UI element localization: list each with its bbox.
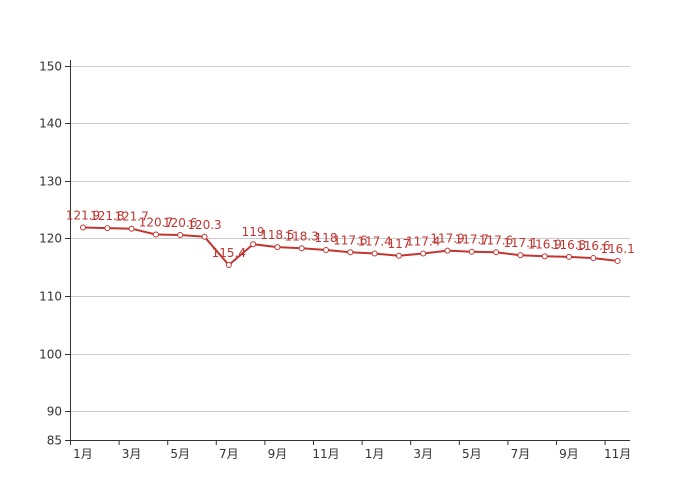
data-point — [274, 244, 281, 251]
x-tick-label: 9月 — [268, 447, 288, 461]
x-tick-label: 11月 — [604, 447, 631, 461]
data-label: 121.7 — [114, 210, 148, 224]
data-label: 118 — [315, 231, 338, 245]
x-tick-label: 11月 — [312, 447, 339, 461]
axes — [65, 60, 630, 445]
y-axis-tick-labels: 85 90 100 110 120 130 140 150 — [39, 60, 62, 448]
x-tick-label: 1月 — [365, 447, 385, 461]
y-tick-label: 110 — [39, 290, 62, 304]
y-tick-label: 100 — [39, 348, 62, 362]
data-label: 117.7 — [455, 233, 489, 247]
data-point — [128, 225, 135, 232]
data-point — [371, 250, 378, 257]
data-label: 118.3 — [285, 229, 319, 243]
data-point — [298, 245, 305, 252]
y-tick-label: 85 — [47, 434, 62, 448]
data-label: 117.4 — [406, 234, 440, 248]
x-axis-tick-labels: 1月 3月 5月 7月 9月 11月 1月 3月 5月 7月 9月 11月 — [73, 447, 631, 461]
x-tick-label: 3月 — [413, 447, 433, 461]
data-label: 120.3 — [187, 218, 221, 232]
data-label: 116.9 — [528, 237, 562, 251]
data-point — [201, 233, 208, 240]
data-point — [347, 249, 354, 256]
data-label: 117.9 — [430, 232, 464, 246]
data-point — [590, 255, 597, 262]
data-point — [420, 250, 427, 257]
data-point — [80, 224, 86, 231]
data-point — [541, 253, 548, 260]
data-point — [517, 252, 524, 259]
data-label: 118.5 — [260, 228, 294, 242]
data-point — [225, 261, 232, 268]
data-label: 120.7 — [139, 215, 173, 229]
x-tick-label: 3月 — [122, 447, 142, 461]
x-tick-label: 1月 — [73, 447, 93, 461]
series-layer — [80, 224, 621, 268]
data-label: 116.6 — [576, 239, 610, 253]
data-point — [152, 231, 159, 238]
x-tick-label: 7月 — [511, 447, 531, 461]
data-label: 116.8 — [552, 238, 586, 252]
x-tick-label: 7月 — [219, 447, 239, 461]
data-labels: 121.9121.8121.7120.7120.6120.3115.411911… — [66, 209, 635, 260]
x-tick-label: 9月 — [559, 447, 579, 461]
data-point — [614, 257, 621, 264]
data-label: 117.1 — [503, 236, 537, 250]
data-label: 121.9 — [66, 209, 100, 223]
data-point — [493, 249, 500, 256]
y-tick-label: 150 — [39, 60, 62, 74]
y-tick-label: 90 — [47, 405, 62, 419]
data-label: 120.6 — [163, 216, 197, 230]
x-tick-label: 5月 — [462, 447, 482, 461]
x-tick-label: 5月 — [170, 447, 190, 461]
y-tick-label: 140 — [39, 117, 62, 131]
data-label: 117.6 — [479, 233, 513, 247]
grid-lines — [70, 66, 630, 412]
data-point — [468, 248, 475, 255]
data-label: 117.4 — [357, 234, 391, 248]
data-label: 119 — [242, 225, 265, 239]
data-label: 117 — [387, 237, 410, 251]
data-label: 121.8 — [90, 209, 124, 223]
data-label: 117.6 — [333, 233, 367, 247]
data-point — [566, 253, 572, 260]
data-point — [177, 232, 184, 239]
data-point — [395, 252, 402, 259]
data-point — [444, 247, 451, 254]
data-label: 115.4 — [212, 246, 246, 260]
data-label: 116.1 — [600, 242, 634, 256]
data-point — [323, 247, 329, 253]
data-point — [250, 241, 257, 248]
y-tick-label: 120 — [39, 232, 62, 246]
y-tick-label: 130 — [39, 175, 62, 189]
data-point — [104, 225, 111, 232]
